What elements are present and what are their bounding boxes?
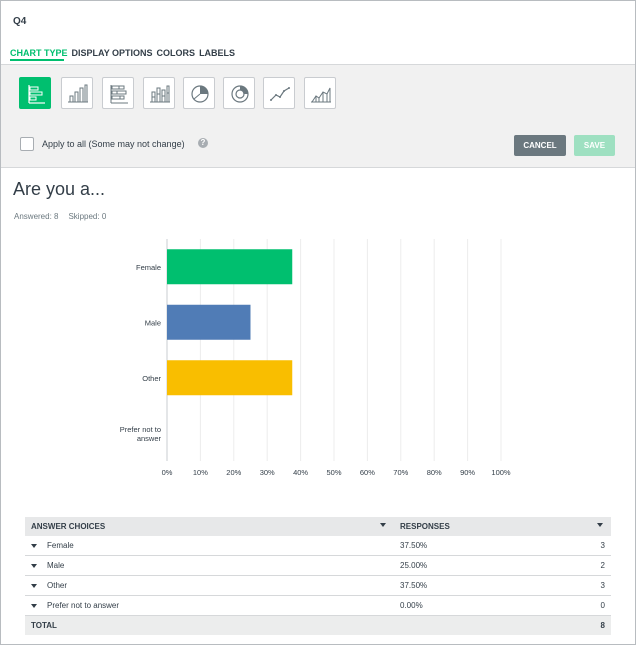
x-tick-label: 100% [491,468,511,477]
chart-type-stacked-vertical-button[interactable] [143,77,175,109]
area-chart-icon [311,87,331,103]
x-tick-label: 90% [460,468,475,477]
x-tick-label: 0% [162,468,173,477]
answered-count: Answered: 8 [14,212,59,221]
expand-caret-icon[interactable] [31,583,37,588]
tab-colors[interactable]: COLORS [156,48,196,58]
question-number: Q4 [13,16,27,27]
apply-to-all-checkbox[interactable] [20,137,34,151]
table-row: Other 37.50% 3 [25,575,611,596]
apply-to-all-row: Apply to all (Some may not change) ? CAN… [1,124,635,168]
response-summary: Answered: 8 Skipped: 0 [14,212,106,221]
total-count: 8 [546,615,611,635]
x-tick-label: 20% [226,468,241,477]
skipped-count: Skipped: 0 [68,212,107,221]
x-tick-label: 70% [393,468,408,477]
response-percent: 25.00% [394,555,547,576]
results-table: ANSWER CHOICES RESPONSES Female 37.50% 3… [25,517,611,635]
response-count: 3 [546,536,611,556]
bar-other[interactable] [167,360,293,396]
responses-header[interactable]: RESPONSES [394,517,611,536]
line-chart-icon [270,87,290,101]
expand-caret-icon[interactable] [31,603,37,608]
category-label: Prefer not to [120,425,161,434]
expand-caret-icon[interactable] [31,543,37,548]
response-percent: 37.50% [394,536,547,556]
horizontal-bar-chart-icon [28,85,45,104]
tab-chart-type[interactable]: CHART TYPE [10,48,68,58]
stacked-vertical-bar-icon [150,85,170,103]
response-percent: 0.00% [394,595,547,616]
expand-caret-icon[interactable] [31,563,37,568]
save-button[interactable]: SAVE [574,135,615,156]
donut-chart-icon [231,85,249,103]
tab-display-options[interactable]: DISPLAY OPTIONS [71,48,153,58]
category-label: answer [137,434,162,443]
active-tab-indicator [10,59,64,61]
answer-choice: Female [47,541,74,550]
sort-caret-icon [380,523,386,527]
bar-male[interactable] [167,304,251,340]
answer-choice: Prefer not to answer [47,601,120,610]
chart-type-donut-button[interactable] [223,77,255,109]
response-count: 3 [546,575,611,596]
pie-chart-icon [191,85,209,103]
x-tick-label: 80% [427,468,442,477]
question-title: Are you a... [13,179,106,199]
x-tick-label: 30% [260,468,275,477]
answer-choice: Other [47,581,68,590]
chart-type-line-button[interactable] [263,77,295,109]
table-row: Female 37.50% 3 [25,536,611,556]
answer-choice: Male [47,561,65,570]
apply-to-all-label: Apply to all (Some may not change) [42,139,185,149]
chart-options-tabs: CHART TYPE DISPLAY OPTIONS COLORS LABELS [10,48,239,58]
chart-type-stacked-horizontal-button[interactable] [102,77,134,109]
sort-caret-icon [597,523,603,527]
response-count: 0 [546,595,611,616]
response-percent: 37.50% [394,575,547,596]
response-count: 2 [546,555,611,576]
category-label: Female [136,263,161,272]
x-tick-label: 40% [293,468,308,477]
answer-choices-header[interactable]: ANSWER CHOICES [25,517,394,536]
vertical-bar-chart-icon [68,84,88,103]
category-label: Other [142,374,161,383]
chart-type-area-button[interactable] [304,77,336,109]
help-icon[interactable]: ? [198,138,208,148]
x-tick-label: 50% [326,468,341,477]
x-tick-label: 10% [193,468,208,477]
total-label: TOTAL [25,615,394,635]
category-label: Male [145,318,161,327]
stacked-horizontal-bar-icon [110,85,128,104]
bar-female[interactable] [167,249,293,285]
table-row: Male 25.00% 2 [25,555,611,576]
table-row: Prefer not to answer 0.00% 0 [25,595,611,616]
chart-type-pie-button[interactable] [183,77,215,109]
chart-type-horizontal-bar-button[interactable] [19,77,51,109]
chart-type-vertical-bar-button[interactable] [61,77,93,109]
horizontal-bar-chart: 0% 10% 20% 30% 40% 50% 60% 70% 80% 90% 100% Female M… [120,239,511,477]
total-row: TOTAL 8 [25,615,611,635]
tab-labels[interactable]: LABELS [199,48,236,58]
chart-type-toolbar [1,64,635,125]
x-tick-label: 60% [360,468,375,477]
cancel-button[interactable]: CANCEL [514,135,566,156]
